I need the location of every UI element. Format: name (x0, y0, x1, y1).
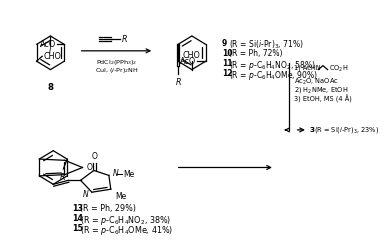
Text: (R = $p$-C$_6$H$_4$OMe, 90%): (R = $p$-C$_6$H$_4$OMe, 90%) (229, 69, 317, 82)
Text: $R$: $R$ (59, 171, 66, 182)
Text: CHO: CHO (43, 52, 61, 61)
Text: O: O (92, 152, 98, 160)
Text: O: O (86, 163, 92, 172)
Text: $R$: $R$ (121, 34, 128, 44)
Text: $R$: $R$ (174, 76, 181, 87)
Text: $N$: $N$ (82, 188, 89, 199)
Text: $N$: $N$ (112, 167, 119, 178)
Text: 1) AcHN: 1) AcHN (294, 65, 320, 71)
Text: PdCl$_2$(PPh$_3$)$_2$: PdCl$_2$(PPh$_3$)$_2$ (96, 58, 137, 67)
Text: (R = $p$-C$_6$H$_4$NO$_2$, 38%): (R = $p$-C$_6$H$_4$NO$_2$, 38%) (80, 214, 171, 227)
Text: (R = Si($i$-Pr)$_3$, 71%): (R = Si($i$-Pr)$_3$, 71%) (229, 39, 303, 51)
Text: (R = $p$-C$_6$H$_4$OMe, 41%): (R = $p$-C$_6$H$_4$OMe, 41%) (80, 224, 173, 237)
Text: 13: 13 (72, 204, 83, 213)
Text: AcO: AcO (180, 57, 196, 66)
Text: 14: 14 (72, 214, 83, 223)
Text: 12: 12 (222, 69, 233, 78)
Text: (R = Si($i$-Pr)$_3$, 23%): (R = Si($i$-Pr)$_3$, 23%) (314, 125, 380, 135)
Text: 11: 11 (222, 59, 233, 68)
Text: Me: Me (115, 192, 127, 201)
Text: 9: 9 (222, 39, 227, 48)
Text: 15: 15 (72, 224, 83, 233)
Text: AcO: AcO (39, 40, 56, 49)
Text: (R = Ph, 72%): (R = Ph, 72%) (229, 49, 282, 58)
Text: I: I (49, 46, 52, 55)
Text: 2) H$_2$NMe, EtOH: 2) H$_2$NMe, EtOH (294, 86, 348, 95)
Text: 10: 10 (222, 49, 233, 58)
Text: CO$_2$H: CO$_2$H (328, 63, 348, 74)
Text: Ac$_2$O, NaOAc: Ac$_2$O, NaOAc (294, 76, 339, 87)
Text: 3: 3 (310, 127, 315, 133)
Text: 8: 8 (47, 84, 54, 92)
Text: Me: Me (123, 170, 134, 179)
Text: (R = $p$-C$_6$H$_4$NO$_2$, 58%): (R = $p$-C$_6$H$_4$NO$_2$, 58%) (229, 59, 316, 72)
Text: CuI, ($i$-Pr)$_2$NH: CuI, ($i$-Pr)$_2$NH (95, 66, 138, 75)
Text: CHO: CHO (183, 51, 201, 60)
Text: (R = Ph, 29%): (R = Ph, 29%) (80, 204, 136, 213)
Text: 3) EtOH, MS (4 Å): 3) EtOH, MS (4 Å) (294, 94, 352, 102)
